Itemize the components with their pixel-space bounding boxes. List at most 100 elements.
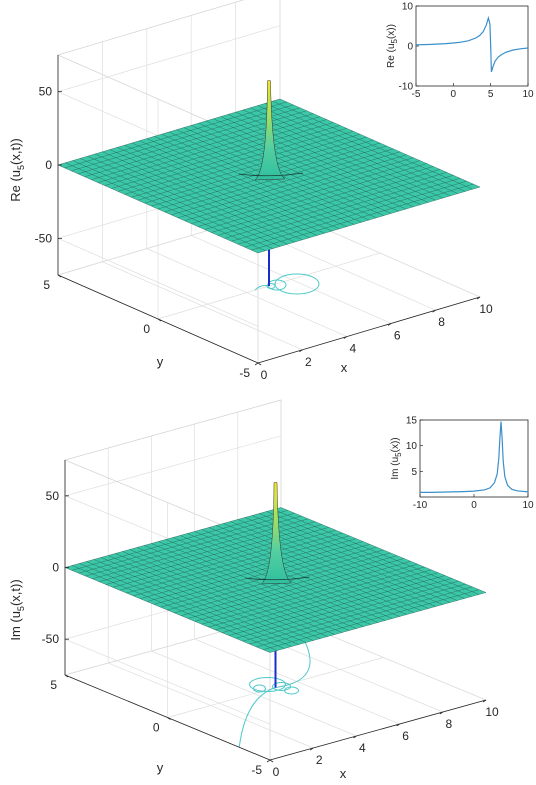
x-tick-label: 8 xyxy=(445,717,452,731)
x-tick xyxy=(396,723,400,727)
mesh-lines xyxy=(57,98,481,254)
mesh-line-x xyxy=(250,107,451,197)
z-tick-label: 50 xyxy=(46,489,60,503)
contour-loop xyxy=(284,686,299,695)
x-tick-label: 2 xyxy=(305,355,312,369)
x-tick xyxy=(439,711,444,715)
x-tick xyxy=(254,362,259,366)
mesh-line-y xyxy=(71,104,294,172)
inset-x-tick-label: 10 xyxy=(522,500,534,511)
contour-loop xyxy=(272,682,291,691)
mesh-line-y xyxy=(92,518,309,580)
mesh-line-y xyxy=(78,512,295,574)
inset-y-label-end: (x)) xyxy=(386,24,397,39)
x-tick-label: 0 xyxy=(273,765,280,779)
inset-y-tick-label: 15 xyxy=(406,416,418,427)
y-axis-label: y xyxy=(157,760,164,775)
mesh-line-y xyxy=(57,98,281,166)
inset-y-label-sub: 5 xyxy=(394,452,403,457)
inset-series-line xyxy=(415,15,529,73)
mesh-line-x xyxy=(257,105,458,194)
peak-ridge xyxy=(238,172,304,177)
mesh-line-x xyxy=(272,100,473,190)
mesh-line-y xyxy=(64,101,287,169)
inset-x-tick-label: -5 xyxy=(412,89,421,100)
z-axis-label-main: Im (u xyxy=(8,611,23,641)
x-tick xyxy=(309,747,314,751)
x-tick-label: 6 xyxy=(394,328,401,342)
mesh-line-y xyxy=(71,510,288,571)
inset-y-label: Im (u5(x)) xyxy=(390,437,403,479)
z-tick-label: 0 xyxy=(45,158,52,172)
x-tick xyxy=(343,336,348,339)
z-tick-label: -50 xyxy=(42,632,60,646)
inset-y-tick-label: 10 xyxy=(402,2,414,13)
y-axis-label: y xyxy=(157,354,164,369)
inset-y-label-main: Im (u xyxy=(390,457,401,480)
x-axis-label: x xyxy=(341,360,348,375)
x-tick xyxy=(432,309,436,313)
mesh-line-x xyxy=(279,98,481,188)
x-tick-label: 0 xyxy=(261,368,268,382)
y-tick xyxy=(64,674,69,678)
mesh-line-x xyxy=(273,509,479,595)
z-axis-label-end: (x,t)) xyxy=(8,579,23,606)
inset-y-tick-label: 10 xyxy=(406,441,418,452)
inset-x-tick-label: 0 xyxy=(451,89,457,100)
x-tick xyxy=(353,735,357,739)
mesh-line-x xyxy=(280,507,487,593)
x-tick xyxy=(387,323,392,326)
z-axis-label-sub: 5 xyxy=(16,606,26,611)
y-tick xyxy=(167,717,171,720)
surface-peak xyxy=(254,80,286,181)
y-tick xyxy=(157,318,162,322)
surface-peak xyxy=(260,482,293,585)
x-tick-label: 2 xyxy=(316,753,323,767)
inset-x-tick-label: 5 xyxy=(488,89,494,100)
inset-y-label-end: (x)) xyxy=(390,437,401,452)
x-axis-label: x xyxy=(340,766,347,781)
mesh-line-y xyxy=(77,107,301,175)
mesh-lines xyxy=(64,507,487,653)
inset-x-tick-label: 0 xyxy=(471,500,477,511)
floor-contours xyxy=(254,273,320,295)
inset-y-tick-label: 0 xyxy=(407,42,413,53)
contour-loop xyxy=(253,684,266,693)
y-tick-label: -5 xyxy=(251,763,262,777)
y-tick-label: 5 xyxy=(50,678,57,692)
x-tick-label: 4 xyxy=(359,741,366,755)
inset-y-label-main: Re (u xyxy=(386,44,397,68)
z-axis-label-sub: 5 xyxy=(16,165,26,170)
contour-arc xyxy=(254,285,270,291)
mesh-line-y xyxy=(85,515,302,577)
x-tick-label: 10 xyxy=(485,705,499,719)
z-axis-label-end: (x,t)) xyxy=(8,138,23,165)
x-tick xyxy=(299,349,303,353)
x-tick-label: 6 xyxy=(402,729,409,743)
y-tick-label: 0 xyxy=(143,322,150,336)
z-tick-label: 50 xyxy=(39,85,53,99)
y-tick xyxy=(57,274,62,278)
inset-frame xyxy=(415,5,529,87)
inset-y-tick-label: 5 xyxy=(411,467,417,478)
x-tick xyxy=(476,296,481,300)
inset-x-tick-label: -10 xyxy=(413,500,428,511)
z-axis-label: Re (u5(x,t)) xyxy=(8,138,26,202)
mesh-line-x xyxy=(266,511,472,597)
z-axis-label: Im (u5(x,t)) xyxy=(8,579,26,640)
y-tick-label: 0 xyxy=(153,721,160,735)
x-tick-label: 4 xyxy=(349,342,356,356)
mesh-line-x xyxy=(265,103,466,192)
x-axis-line xyxy=(269,699,487,761)
x-tick-label: 10 xyxy=(479,302,493,316)
mesh-line-x xyxy=(252,515,458,601)
inset-y-tick-label: -10 xyxy=(399,82,414,93)
z-tick-label: -50 xyxy=(35,231,53,245)
y-tick-label: 5 xyxy=(43,278,50,292)
